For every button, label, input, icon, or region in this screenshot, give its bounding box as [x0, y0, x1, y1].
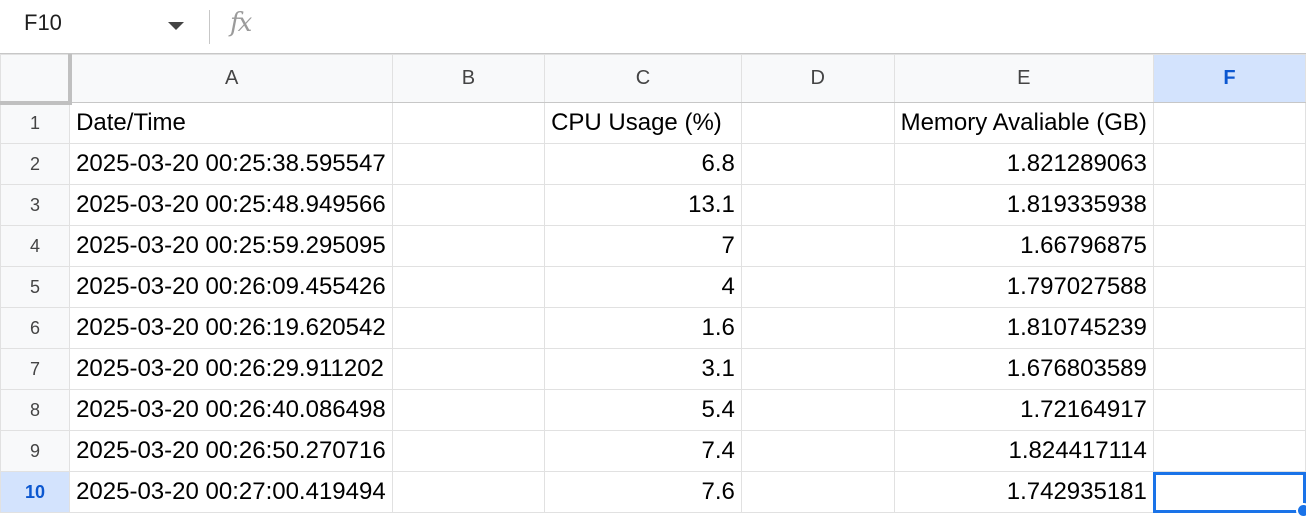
cell-a10[interactable]: 2025-03-20 00:27:00.419494 [69, 471, 393, 513]
cell-c9[interactable]: 7.4 [544, 430, 742, 472]
row-header-4[interactable]: 4 [0, 225, 71, 267]
cell-c10[interactable]: 7.6 [544, 471, 742, 513]
cell-f5[interactable] [1152, 266, 1306, 308]
cell-e10[interactable]: 1.742935181 [893, 471, 1154, 513]
fx-icon: fx [230, 8, 252, 38]
formula-bar-divider [209, 10, 210, 44]
row-header-5[interactable]: 5 [0, 266, 71, 308]
cell-d2[interactable] [740, 143, 895, 185]
table-row: 5 2025-03-20 00:26:09.455426 4 1.797027588 [0, 266, 1306, 308]
cell-e9[interactable]: 1.824417114 [893, 430, 1154, 472]
cell-c3[interactable]: 13.1 [544, 184, 742, 226]
cell-f7[interactable] [1152, 348, 1306, 390]
cell-b1[interactable] [391, 102, 546, 144]
cell-f8[interactable] [1152, 389, 1306, 431]
cell-d4[interactable] [740, 225, 895, 267]
cell-b6[interactable] [391, 307, 546, 349]
table-row: 4 2025-03-20 00:25:59.295095 7 1.66796875 [0, 225, 1306, 267]
cell-d5[interactable] [740, 266, 895, 308]
column-header-a[interactable]: A [69, 54, 393, 103]
name-box[interactable]: F10 [24, 10, 62, 35]
row-header-8[interactable]: 8 [0, 389, 71, 431]
cell-a5[interactable]: 2025-03-20 00:26:09.455426 [69, 266, 393, 308]
column-header-c[interactable]: C [544, 54, 742, 103]
formula-input[interactable] [275, 6, 1299, 48]
cell-a2[interactable]: 2025-03-20 00:25:38.595547 [69, 143, 393, 185]
column-header-d[interactable]: D [740, 54, 895, 103]
row-header-9[interactable]: 9 [0, 430, 71, 472]
sheet-body: 1 Date/Time CPU Usage (%) Memory Avaliable … [0, 102, 1306, 518]
cell-d1[interactable] [740, 102, 895, 144]
cell-a4[interactable]: 2025-03-20 00:25:59.295095 [69, 225, 393, 267]
cell-f9[interactable] [1152, 430, 1306, 472]
cell-f2[interactable] [1152, 143, 1306, 185]
cell-c1[interactable]: CPU Usage (%) [544, 102, 742, 144]
table-row: 3 2025-03-20 00:25:48.949566 13.1 1.8193359… [0, 184, 1306, 226]
cell-b10[interactable] [391, 471, 546, 513]
cell-a3[interactable]: 2025-03-20 00:25:48.949566 [69, 184, 393, 226]
column-header-b[interactable]: B [391, 54, 546, 103]
cell-e2[interactable]: 1.821289063 [893, 143, 1154, 185]
cell-c7[interactable]: 3.1 [544, 348, 742, 390]
cell-e3[interactable]: 1.819335938 [893, 184, 1154, 226]
cell-d3[interactable] [740, 184, 895, 226]
cell-d8[interactable] [740, 389, 895, 431]
cell-e6[interactable]: 1.810745239 [893, 307, 1154, 349]
cell-d7[interactable] [740, 348, 895, 390]
cell-c6[interactable]: 1.6 [544, 307, 742, 349]
cell-a7[interactable]: 2025-03-20 00:26:29.911202 [69, 348, 393, 390]
cell-a1[interactable]: Date/Time [69, 102, 393, 144]
cell-b2[interactable] [391, 143, 546, 185]
cell-b8[interactable] [391, 389, 546, 431]
select-all-corner[interactable] [0, 54, 72, 105]
name-box-dropdown-icon[interactable] [168, 22, 184, 30]
cell-e7[interactable]: 1.676803589 [893, 348, 1154, 390]
row-header-3[interactable]: 3 [0, 184, 71, 226]
cell-c2[interactable]: 6.8 [544, 143, 742, 185]
cell-a8[interactable]: 2025-03-20 00:26:40.086498 [69, 389, 393, 431]
table-row: 6 2025-03-20 00:26:19.620542 1.6 1.81074523… [0, 307, 1306, 349]
cell-f10[interactable] [1152, 471, 1306, 518]
column-header-e[interactable]: E [893, 54, 1154, 103]
cell-e8[interactable]: 1.72164917 [893, 389, 1154, 431]
cell-b9[interactable] [391, 430, 546, 472]
row-header-6[interactable]: 6 [0, 307, 71, 349]
formula-bar: F10 fx [0, 0, 1306, 54]
table-row: 9 2025-03-20 00:26:50.270716 7.4 1.82441711… [0, 430, 1306, 472]
cell-e5[interactable]: 1.797027588 [893, 266, 1154, 308]
cell-a6[interactable]: 2025-03-20 00:26:19.620542 [69, 307, 393, 349]
table-row: 2 2025-03-20 00:25:38.595547 6.8 1.82128906… [0, 143, 1306, 185]
column-header-f[interactable]: F [1152, 54, 1306, 103]
cell-c4[interactable]: 7 [544, 225, 742, 267]
cell-d9[interactable] [740, 430, 895, 472]
cell-f4[interactable] [1152, 225, 1306, 267]
cell-b3[interactable] [391, 184, 546, 226]
fill-handle[interactable] [1296, 503, 1306, 518]
cell-e4[interactable]: 1.66796875 [893, 225, 1154, 267]
table-row: 1 Date/Time CPU Usage (%) Memory Avaliable … [0, 102, 1306, 144]
row-header-7[interactable]: 7 [0, 348, 71, 390]
row-header-2[interactable]: 2 [0, 143, 71, 185]
cell-f3[interactable] [1152, 184, 1306, 226]
row-header-1[interactable]: 1 [0, 102, 71, 144]
cell-b4[interactable] [391, 225, 546, 267]
table-row: 10 2025-03-20 00:27:00.419494 7.6 1.7429351… [0, 471, 1306, 518]
cell-d10[interactable] [740, 471, 895, 513]
cell-d6[interactable] [740, 307, 895, 349]
cell-c8[interactable]: 5.4 [544, 389, 742, 431]
cell-a9[interactable]: 2025-03-20 00:26:50.270716 [69, 430, 393, 472]
cell-b7[interactable] [391, 348, 546, 390]
cell-e1[interactable]: Memory Avaliable (GB) [893, 102, 1154, 144]
cell-f1[interactable] [1152, 102, 1306, 144]
cell-b5[interactable] [391, 266, 546, 308]
table-row: 8 2025-03-20 00:26:40.086498 5.4 1.72164917 [0, 389, 1306, 431]
table-row: 7 2025-03-20 00:26:29.911202 3.1 1.67680358… [0, 348, 1306, 390]
row-header-10[interactable]: 10 [0, 471, 71, 513]
cell-c5[interactable]: 4 [544, 266, 742, 308]
cell-f6[interactable] [1152, 307, 1306, 349]
